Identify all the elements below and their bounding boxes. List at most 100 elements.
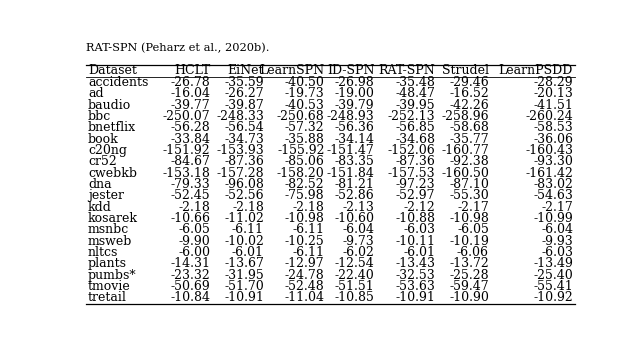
Text: kosarek: kosarek: [88, 212, 138, 225]
Text: tmovie: tmovie: [88, 280, 131, 293]
Text: -53.63: -53.63: [396, 280, 435, 293]
Text: -6.04: -6.04: [342, 223, 374, 236]
Text: -58.68: -58.68: [449, 121, 489, 134]
Text: -6.11: -6.11: [232, 223, 264, 236]
Text: -160.50: -160.50: [441, 167, 489, 180]
Text: -2.12: -2.12: [403, 201, 435, 214]
Text: -13.72: -13.72: [449, 257, 489, 270]
Text: -151.92: -151.92: [163, 144, 210, 157]
Text: -160.77: -160.77: [441, 144, 489, 157]
Text: -6.00: -6.00: [178, 246, 210, 259]
Text: -157.28: -157.28: [216, 167, 264, 180]
Text: -24.78: -24.78: [285, 269, 324, 282]
Text: -25.28: -25.28: [449, 269, 489, 282]
Text: -2.18: -2.18: [232, 201, 264, 214]
Text: -2.13: -2.13: [342, 201, 374, 214]
Text: -52.48: -52.48: [285, 280, 324, 293]
Text: Strudel: Strudel: [442, 65, 489, 78]
Text: -248.33: -248.33: [216, 110, 264, 123]
Text: -31.95: -31.95: [224, 269, 264, 282]
Text: -96.08: -96.08: [224, 178, 264, 191]
Text: -20.13: -20.13: [533, 87, 573, 100]
Text: -54.63: -54.63: [533, 189, 573, 202]
Text: pumbs*: pumbs*: [88, 269, 136, 282]
Text: -81.21: -81.21: [335, 178, 374, 191]
Text: -97.23: -97.23: [396, 178, 435, 191]
Text: -2.17: -2.17: [541, 201, 573, 214]
Text: -10.11: -10.11: [395, 235, 435, 248]
Text: -258.96: -258.96: [442, 110, 489, 123]
Text: -13.43: -13.43: [395, 257, 435, 270]
Text: -51.51: -51.51: [335, 280, 374, 293]
Text: baudio: baudio: [88, 99, 131, 111]
Text: -11.04: -11.04: [285, 292, 324, 305]
Text: -25.40: -25.40: [533, 269, 573, 282]
Text: -14.31: -14.31: [170, 257, 210, 270]
Text: -161.42: -161.42: [525, 167, 573, 180]
Text: -6.06: -6.06: [457, 246, 489, 259]
Text: RAT-SPN: RAT-SPN: [378, 65, 435, 78]
Text: -19.73: -19.73: [285, 87, 324, 100]
Text: -12.54: -12.54: [335, 257, 374, 270]
Text: -29.46: -29.46: [449, 76, 489, 89]
Text: -83.02: -83.02: [533, 178, 573, 191]
Text: -79.33: -79.33: [170, 178, 210, 191]
Text: -56.36: -56.36: [335, 121, 374, 134]
Text: -6.03: -6.03: [403, 223, 435, 236]
Text: -52.97: -52.97: [396, 189, 435, 202]
Text: kdd: kdd: [88, 201, 112, 214]
Text: -10.66: -10.66: [170, 212, 210, 225]
Text: -6.05: -6.05: [457, 223, 489, 236]
Text: HCLT: HCLT: [174, 65, 210, 78]
Text: -87.36: -87.36: [224, 155, 264, 168]
Text: -52.45: -52.45: [170, 189, 210, 202]
Text: -39.77: -39.77: [170, 99, 210, 111]
Text: -16.52: -16.52: [449, 87, 489, 100]
Text: RAT-SPN (Peharz et al., 2020b).: RAT-SPN (Peharz et al., 2020b).: [86, 43, 269, 53]
Text: -32.53: -32.53: [396, 269, 435, 282]
Text: -84.67: -84.67: [170, 155, 210, 168]
Text: cwebkb: cwebkb: [88, 167, 137, 180]
Text: -6.01: -6.01: [232, 246, 264, 259]
Text: -51.70: -51.70: [224, 280, 264, 293]
Text: -153.93: -153.93: [216, 144, 264, 157]
Text: -155.92: -155.92: [277, 144, 324, 157]
Text: -151.84: -151.84: [326, 167, 374, 180]
Text: -2.18: -2.18: [179, 201, 210, 214]
Text: -87.10: -87.10: [449, 178, 489, 191]
Text: -151.47: -151.47: [326, 144, 374, 157]
Text: -26.27: -26.27: [224, 87, 264, 100]
Text: -35.77: -35.77: [449, 132, 489, 146]
Text: -13.49: -13.49: [533, 257, 573, 270]
Text: -58.53: -58.53: [533, 121, 573, 134]
Text: -153.18: -153.18: [163, 167, 210, 180]
Text: -260.24: -260.24: [525, 110, 573, 123]
Text: -10.90: -10.90: [449, 292, 489, 305]
Text: jester: jester: [88, 189, 124, 202]
Text: -10.91: -10.91: [396, 292, 435, 305]
Text: Dataset: Dataset: [88, 65, 137, 78]
Text: -13.67: -13.67: [224, 257, 264, 270]
Text: -50.69: -50.69: [170, 280, 210, 293]
Text: -93.30: -93.30: [533, 155, 573, 168]
Text: -34.14: -34.14: [335, 132, 374, 146]
Text: -42.26: -42.26: [449, 99, 489, 111]
Text: -57.32: -57.32: [285, 121, 324, 134]
Text: -157.53: -157.53: [387, 167, 435, 180]
Text: -10.60: -10.60: [335, 212, 374, 225]
Text: -6.11: -6.11: [292, 223, 324, 236]
Text: LearnSPN: LearnSPN: [259, 65, 324, 78]
Text: -33.84: -33.84: [170, 132, 210, 146]
Text: tretail: tretail: [88, 292, 127, 305]
Text: -56.54: -56.54: [224, 121, 264, 134]
Text: -85.06: -85.06: [285, 155, 324, 168]
Text: -41.51: -41.51: [533, 99, 573, 111]
Text: -6.04: -6.04: [541, 223, 573, 236]
Text: -35.88: -35.88: [285, 132, 324, 146]
Text: msweb: msweb: [88, 235, 132, 248]
Text: -52.56: -52.56: [224, 189, 264, 202]
Text: -23.32: -23.32: [170, 269, 210, 282]
Text: -75.98: -75.98: [285, 189, 324, 202]
Text: -6.11: -6.11: [292, 246, 324, 259]
Text: -35.48: -35.48: [396, 76, 435, 89]
